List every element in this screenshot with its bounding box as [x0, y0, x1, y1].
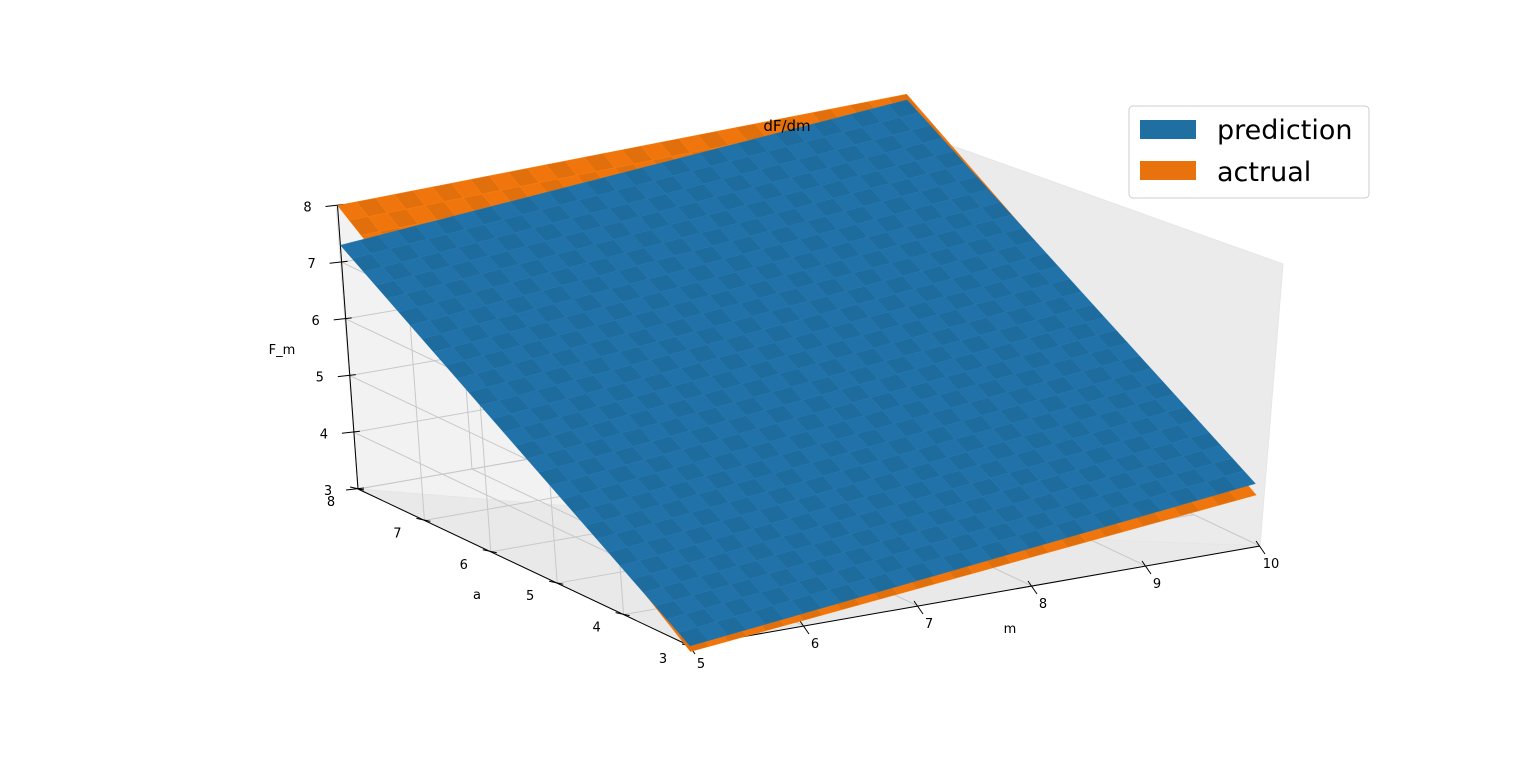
y-tick-label: 8 [327, 495, 335, 510]
x-axis-label: m [1004, 622, 1017, 637]
surfaces [337, 93, 1257, 652]
y-tick-label: 7 [393, 526, 401, 541]
y-axis-label: a [473, 588, 481, 603]
z-tick-label: 4 [320, 427, 328, 442]
z-tick-mark [337, 374, 356, 378]
legend-label-prediction: prediction [1217, 115, 1352, 146]
z-tick-label: 5 [316, 371, 324, 386]
x-tick-label: 6 [811, 637, 819, 652]
legend-swatch-actrual [1140, 161, 1196, 180]
legend: prediction actrual [1128, 105, 1370, 199]
x-tick-mark [1255, 540, 1266, 555]
z-tick-label: 6 [312, 314, 320, 329]
y-tick-mark [482, 549, 497, 554]
y-tick-label: 4 [592, 621, 600, 636]
y-tick-label: 5 [526, 589, 534, 604]
x-tick-mark [913, 600, 924, 615]
x-tick-mark [1141, 560, 1152, 575]
y-tick-label: 6 [460, 558, 468, 573]
x-tick-mark [1027, 580, 1038, 595]
z-tick-mark [333, 317, 352, 321]
y-tick-mark [615, 612, 630, 617]
z-tick-mark [329, 260, 348, 264]
x-tick-label: 8 [1039, 597, 1047, 612]
y-tick-label: 3 [659, 652, 667, 667]
y-tick-mark [549, 580, 564, 585]
surface-prediction [340, 99, 1256, 647]
z-tick-label: 8 [303, 201, 311, 216]
legend-label-actrual: actrual [1217, 157, 1311, 188]
z-axis-line [337, 205, 359, 490]
x-tick-mark [799, 620, 810, 635]
y-tick-mark [416, 517, 431, 522]
surface-patch [1224, 470, 1256, 490]
axes [325, 204, 1266, 655]
z-axis-label: F_m [269, 343, 296, 358]
z-tick-label: 3 [324, 484, 332, 499]
x-tick-label: 10 [1263, 557, 1280, 572]
x-tick-label: 5 [697, 657, 705, 672]
x-tick-label: 9 [1153, 577, 1161, 592]
x-tick-label: 7 [925, 617, 933, 632]
z-tick-label: 7 [307, 257, 315, 272]
z-tick-mark [345, 487, 365, 491]
legend-swatch-prediction [1140, 120, 1196, 139]
x-axis-line [689, 545, 1261, 647]
z-tick-mark [341, 430, 360, 434]
chart-title: dF/dm [763, 117, 810, 135]
y-axis-line [357, 488, 691, 647]
